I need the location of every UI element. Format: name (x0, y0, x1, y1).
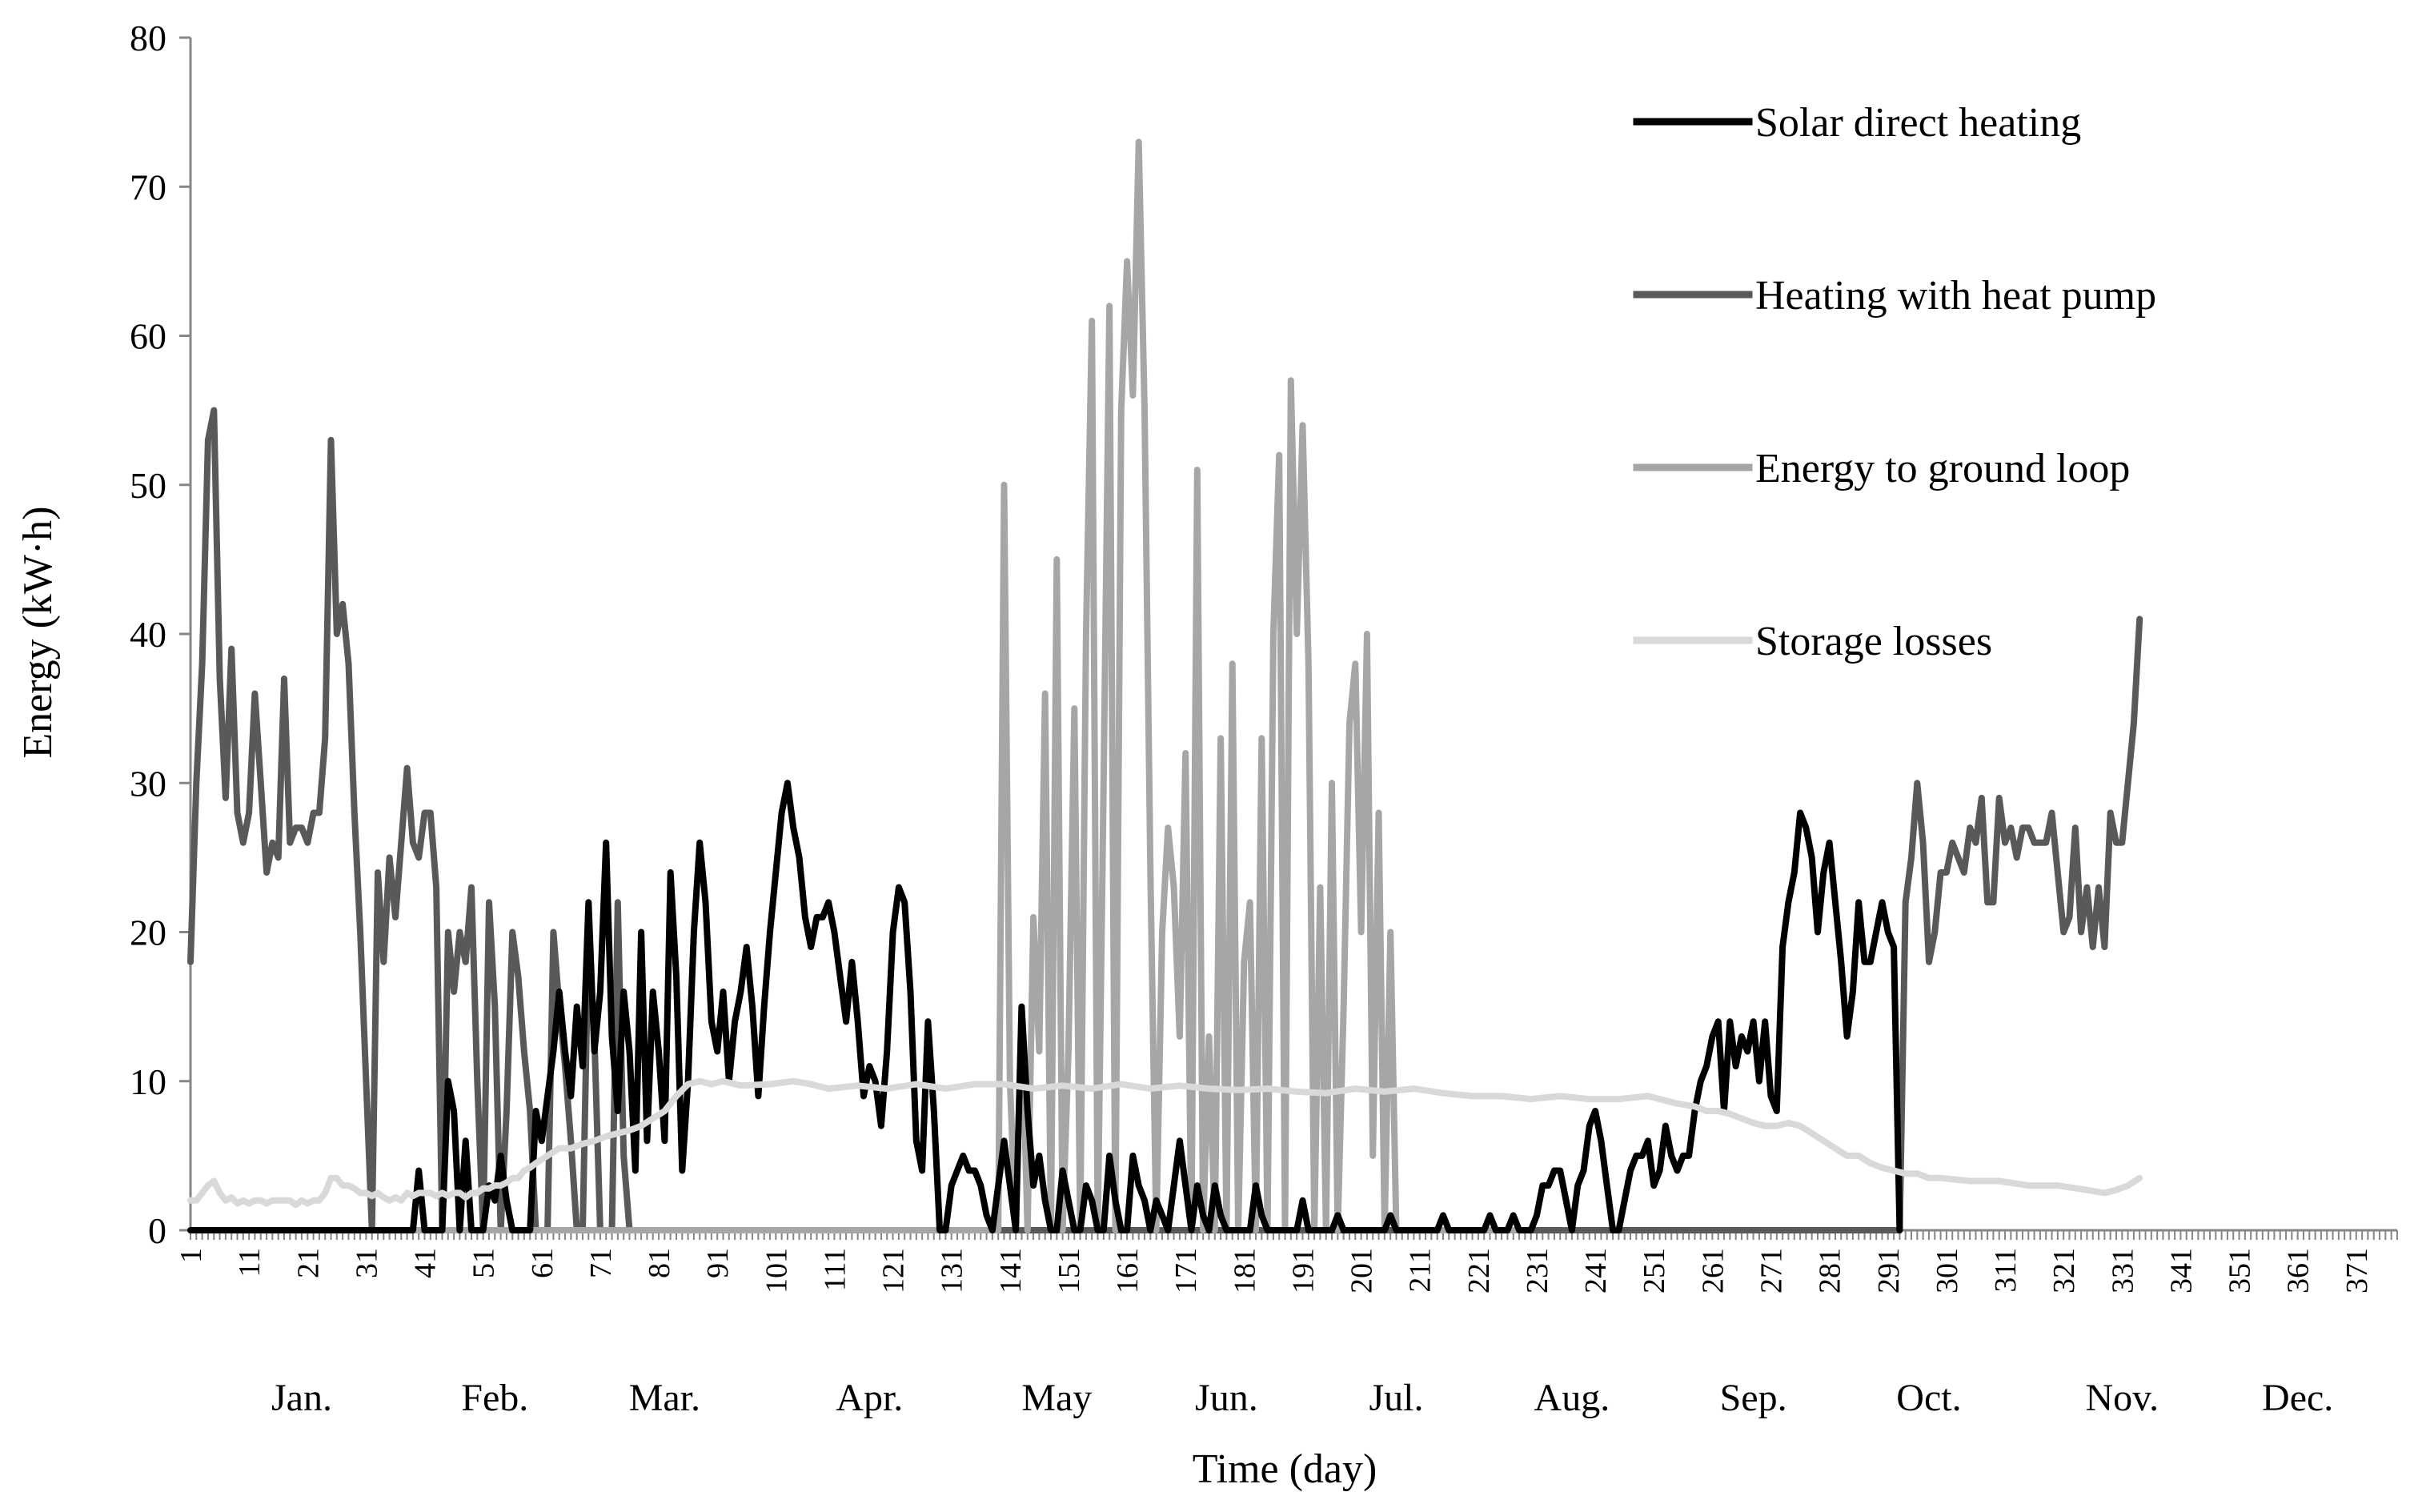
x-tick-label: 201 (1345, 1248, 1379, 1293)
month-label: Sep. (1720, 1377, 1787, 1419)
month-label: Aug. (1534, 1377, 1610, 1419)
series-line-storage-losses (187, 1077, 2143, 1209)
x-tick-label: 11 (233, 1248, 267, 1277)
x-tick-label: 371 (2340, 1248, 2374, 1293)
legend-item-heating-with-heat-pump: Heating with heat pump (1633, 273, 2156, 319)
x-tick-label: 261 (1696, 1248, 1730, 1293)
month-label: Oct. (1896, 1377, 1961, 1419)
x-tick-label: 221 (1462, 1248, 1496, 1293)
x-tick-label: 181 (1228, 1248, 1261, 1293)
x-tick-label: 141 (994, 1248, 1028, 1293)
x-tick-label: 211 (1404, 1248, 1438, 1293)
y-axis-title: Energy (kW·h) (15, 506, 61, 758)
y-tick-label: 0 (148, 1210, 166, 1251)
x-tick-label: 301 (1931, 1248, 1964, 1293)
legend-label-storage-losses: Storage losses (1755, 619, 1992, 664)
x-tick-label: 91 (701, 1248, 735, 1278)
x-tick-label: 251 (1638, 1248, 1671, 1293)
month-label: Jul. (1369, 1377, 1423, 1419)
month-label: Apr. (836, 1377, 903, 1419)
x-tick-label: 21 (291, 1248, 325, 1278)
series-line-energy-to-ground-loop (187, 138, 1534, 1233)
month-label: Jun. (1195, 1377, 1258, 1419)
x-axis-title: Time (day) (1193, 1446, 1377, 1492)
x-tick-label: 81 (643, 1248, 676, 1278)
x-tick-label: 351 (2224, 1248, 2257, 1293)
legend-label-solar-direct-heating: Solar direct heating (1755, 100, 2081, 146)
series-line-solar-direct-heating (187, 780, 1903, 1233)
legend-label-energy-to-ground-loop: Energy to ground loop (1755, 446, 2130, 491)
series-line-heating-with-heat-pump (187, 407, 2143, 1233)
x-tick-label: 191 (1286, 1248, 1320, 1293)
y-tick-label: 10 (130, 1061, 166, 1102)
x-tick-label: 61 (526, 1248, 559, 1278)
x-tick-label: 171 (1169, 1248, 1203, 1293)
x-tick-label: 131 (936, 1248, 969, 1293)
legend-item-energy-to-ground-loop: Energy to ground loop (1633, 446, 2130, 491)
x-tick-label: 51 (467, 1248, 501, 1278)
y-tick-label: 80 (130, 18, 166, 58)
x-tick-label: 71 (584, 1248, 618, 1278)
x-tick-label: 231 (1521, 1248, 1554, 1293)
y-tick-label: 20 (130, 912, 166, 953)
legend-label-heating-with-heat-pump: Heating with heat pump (1755, 273, 2156, 319)
month-label: Mar. (629, 1377, 700, 1419)
month-label: Jan. (271, 1377, 332, 1419)
x-tick-label: 341 (2164, 1248, 2198, 1293)
legend-item-storage-losses: Storage losses (1633, 619, 1992, 664)
x-tick-label: 31 (350, 1248, 383, 1278)
x-tick-label: 41 (409, 1248, 443, 1278)
x-tick-label: 281 (1814, 1248, 1847, 1293)
y-tick-label: 30 (130, 763, 166, 804)
x-tick-label: 291 (1872, 1248, 1906, 1293)
month-label: Dec. (2262, 1377, 2333, 1419)
series-lines (187, 138, 2143, 1233)
x-tick-label: 361 (2282, 1248, 2316, 1293)
x-tick-label: 321 (2047, 1248, 2081, 1293)
month-label: Nov. (2086, 1377, 2159, 1419)
legend: Solar direct heating Heating with heat p… (1633, 100, 2156, 664)
x-tick-label: 161 (1111, 1248, 1145, 1293)
y-tick-label: 60 (130, 316, 166, 357)
x-tick-label: 111 (818, 1248, 852, 1291)
x-tick-label: 271 (1755, 1248, 1789, 1293)
y-tick-label: 40 (130, 614, 166, 655)
x-tick-label: 331 (2106, 1248, 2139, 1293)
month-label: Feb. (461, 1377, 528, 1419)
x-tick-label: 241 (1579, 1248, 1613, 1293)
x-tick-label: 1 (174, 1248, 208, 1263)
y-tick-label: 50 (130, 465, 166, 506)
x-tick-label: 121 (877, 1248, 911, 1293)
legend-item-solar-direct-heating: Solar direct heating (1633, 100, 2081, 146)
x-tick-label: 101 (760, 1248, 793, 1293)
y-tick-label: 70 (130, 166, 166, 207)
x-tick-label: 311 (1989, 1248, 2023, 1293)
month-label: May (1021, 1377, 1092, 1419)
x-tick-label: 151 (1053, 1248, 1086, 1293)
